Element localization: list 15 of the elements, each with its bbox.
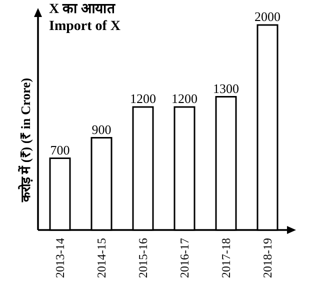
data-label: 1200	[172, 91, 198, 106]
data-label: 700	[50, 142, 70, 158]
x-tick-label: 2013-14	[53, 238, 67, 278]
data-label: 2000	[254, 9, 280, 24]
x-tick-label: 2016-17	[178, 238, 192, 278]
chart-subtitle: Import of X	[49, 19, 121, 34]
x-tick-label: 2017-18	[219, 238, 233, 278]
x-tick-label: 2015-16	[136, 238, 150, 278]
data-label: 900	[92, 122, 112, 137]
data-label: 1200	[130, 91, 156, 106]
chart-title: X का आयात	[49, 2, 116, 17]
y-axis-title: करोड़ में (₹) (₹ in Crore)	[18, 78, 33, 204]
data-label: 1300	[213, 80, 239, 96]
x-tick-label: 2018-19	[260, 238, 274, 278]
x-tick-label: 2014-15	[94, 238, 108, 278]
